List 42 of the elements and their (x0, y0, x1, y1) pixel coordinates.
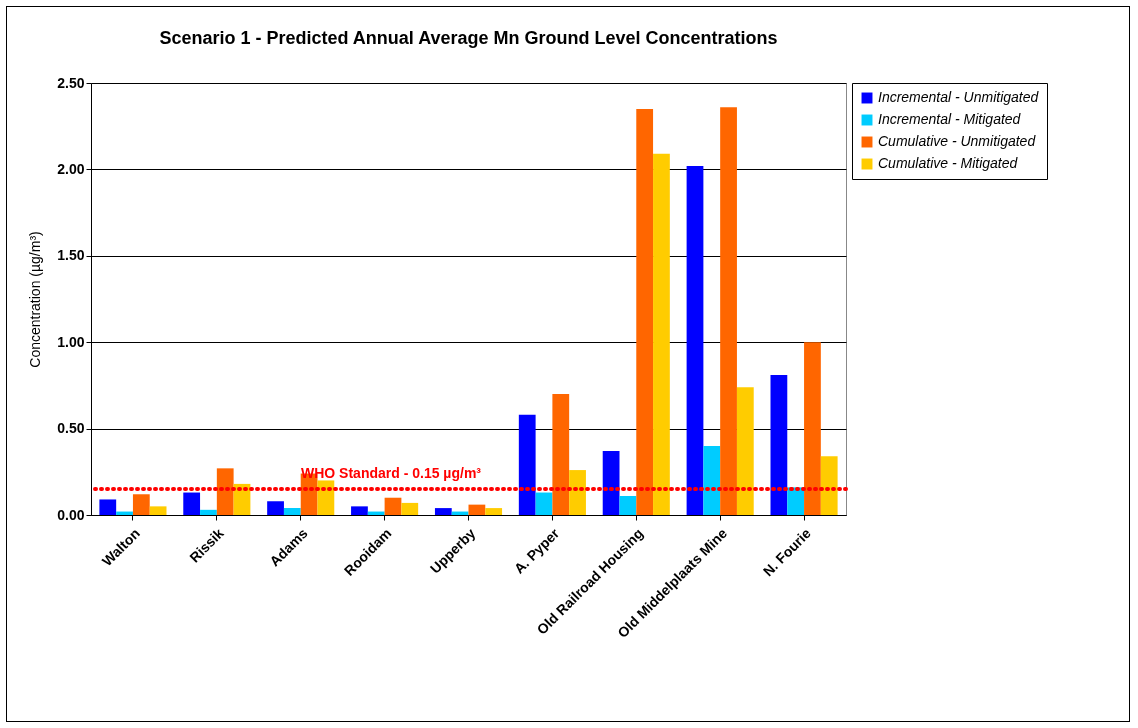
chart-title: Scenario 1 - Predicted Annual Average Mn Ground Level Concentrations (159, 28, 778, 48)
y-tick-label: 2.50 (57, 74, 85, 91)
legend-label: Incremental - Mitigated (878, 111, 1022, 127)
bar (619, 495, 637, 515)
bar (434, 508, 452, 515)
y-axis-title: Concentration (µg/m³) (27, 231, 44, 368)
legend-label: Cumulative - Mitigated (878, 155, 1019, 171)
bar (602, 451, 620, 515)
y-tick-label: 1.00 (57, 333, 85, 350)
bar (216, 468, 234, 515)
bar (535, 492, 553, 515)
bar (99, 499, 117, 515)
bar (485, 508, 503, 515)
bar (132, 494, 150, 515)
bar (267, 501, 284, 515)
y-tick-label: 2.00 (57, 160, 85, 177)
bar (569, 470, 586, 515)
bar (820, 456, 838, 515)
bar (351, 506, 368, 515)
bar (804, 342, 821, 515)
bar (401, 502, 419, 515)
bar (149, 506, 167, 515)
ref-line-label: WHO Standard - 0.15 µg/m³ (301, 465, 482, 482)
bar (636, 108, 654, 515)
legend-label: Cumulative - Unmitigated (878, 133, 1037, 149)
bar (703, 445, 721, 515)
legend-label: Incremental - Unmitigated (878, 89, 1040, 105)
bar (736, 387, 754, 515)
bar (518, 414, 536, 515)
bar (468, 504, 486, 515)
bar (686, 165, 704, 515)
y-tick-label: 0.00 (57, 506, 85, 523)
bar (552, 394, 570, 515)
y-tick-label: 0.50 (57, 420, 85, 437)
bar (200, 509, 217, 515)
bar (720, 107, 737, 515)
y-tick-label: 1.50 (57, 247, 85, 264)
bar (283, 508, 301, 515)
bar (183, 492, 201, 515)
bar (384, 497, 402, 515)
bar (770, 375, 788, 515)
bar (653, 153, 670, 515)
